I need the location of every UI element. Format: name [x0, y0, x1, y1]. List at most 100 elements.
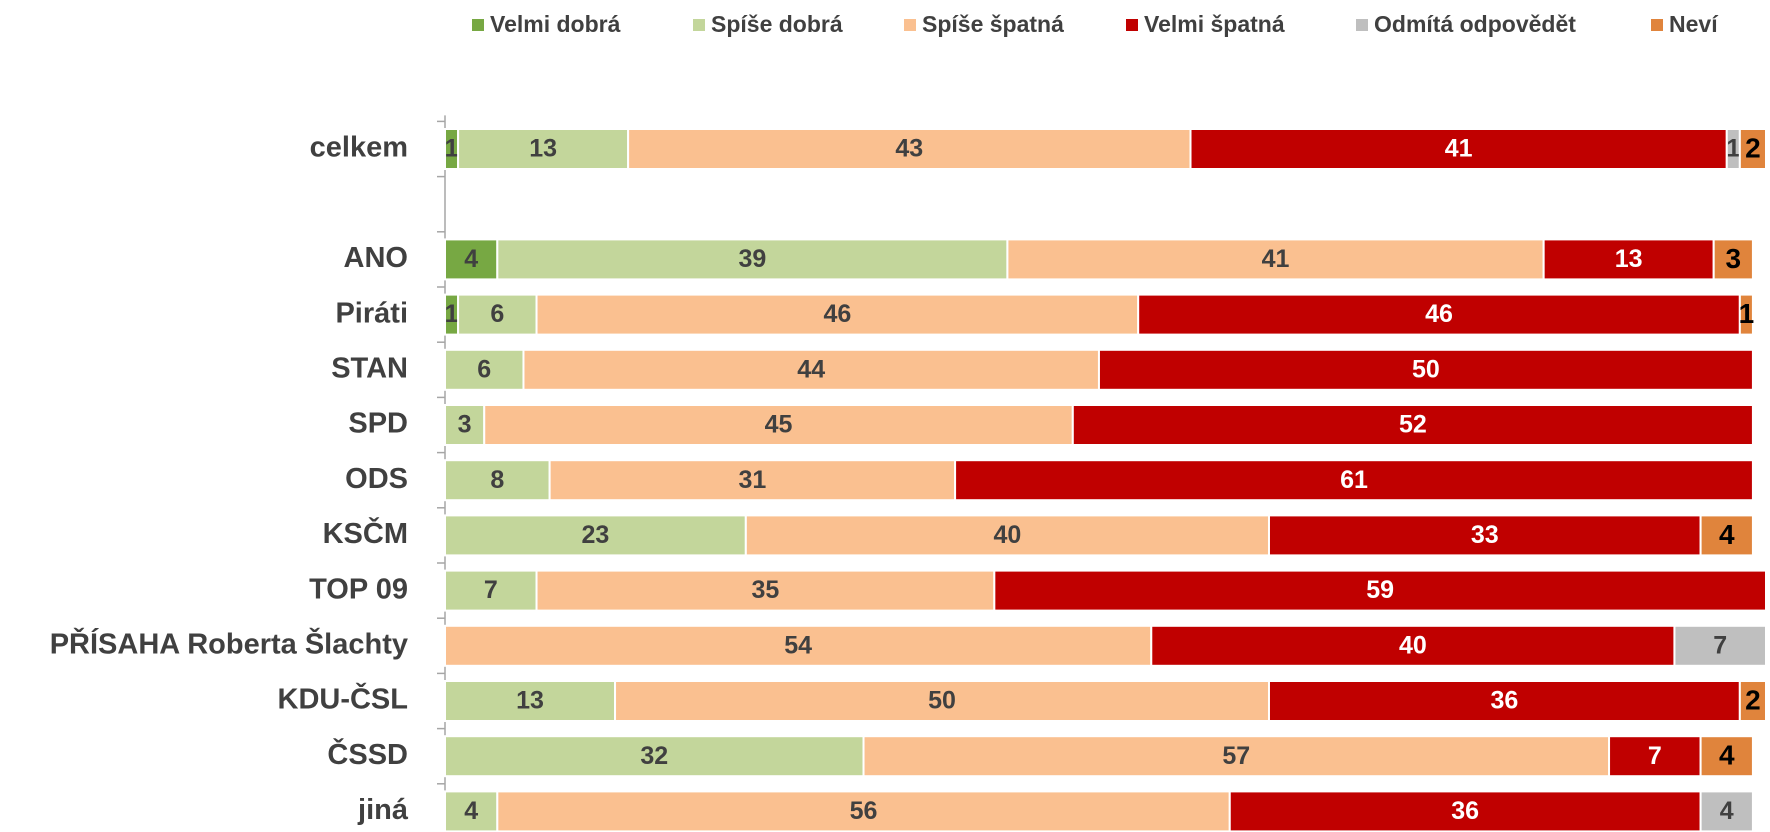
bar-segment	[993, 569, 1767, 612]
legend-swatch	[1126, 19, 1138, 31]
data-label: 57	[1222, 742, 1250, 770]
data-label: 43	[895, 135, 923, 163]
legend-label: Velmi dobrá	[490, 11, 621, 37]
data-label: 56	[850, 797, 878, 825]
data-label: 7	[1648, 742, 1662, 770]
data-label: 4	[1719, 740, 1735, 771]
bar-segment	[444, 624, 1153, 667]
data-label: 35	[752, 576, 780, 604]
bar-segment	[1738, 680, 1767, 722]
bar-segment	[444, 459, 551, 502]
data-label: 46	[823, 300, 851, 328]
bar-segment	[954, 459, 1754, 502]
category-label: jiná	[357, 794, 409, 826]
bar-segment	[1738, 128, 1767, 170]
data-label: 44	[797, 355, 825, 383]
category-label: PŘÍSAHA Roberta Šlachty	[50, 626, 408, 660]
data-label: 4	[464, 797, 478, 825]
data-label: 4	[464, 245, 478, 273]
bar-segment	[496, 238, 1009, 281]
bar-segment	[1712, 238, 1754, 281]
data-label: 31	[738, 466, 766, 494]
data-label: 50	[1412, 355, 1440, 383]
bar-segment	[444, 790, 499, 832]
legend-label: Velmi špatná	[1144, 11, 1285, 37]
bar-segment	[1542, 238, 1715, 281]
data-label: 1	[445, 300, 459, 328]
bar-segment	[444, 348, 525, 391]
data-label: 6	[490, 300, 504, 328]
category-label: SPD	[348, 408, 408, 440]
data-label: 45	[765, 411, 793, 439]
category-label: ČSSD	[327, 737, 408, 771]
category-label: ODS	[345, 463, 408, 495]
category-label: ANO	[344, 242, 408, 274]
data-label: 41	[1262, 245, 1290, 273]
legend-swatch	[693, 19, 705, 31]
legend-swatch	[1651, 19, 1663, 31]
bar-segment	[444, 680, 617, 722]
bar-segment	[1097, 348, 1754, 391]
category-label: STAN	[331, 352, 408, 384]
bar-segment	[1673, 624, 1768, 667]
legend-label: Neví	[1669, 11, 1719, 37]
bar-segment	[1699, 735, 1754, 778]
data-label: 3	[1726, 243, 1742, 274]
data-label: 13	[516, 687, 544, 715]
bar-segment	[1738, 293, 1754, 336]
data-label: 4	[1720, 797, 1734, 825]
data-label: 46	[1425, 300, 1453, 328]
bar-segment	[1189, 128, 1728, 170]
data-label: 39	[738, 245, 766, 273]
legend-label: Spíše dobrá	[711, 11, 843, 37]
category-label: KDU-ČSL	[278, 682, 409, 716]
legend-label: Spíše špatná	[922, 11, 1064, 37]
data-label: 50	[928, 687, 956, 715]
data-label: 23	[582, 521, 610, 549]
legend-label: Odmítá odpovědět	[1374, 11, 1576, 37]
legend-swatch	[472, 19, 484, 31]
data-label: 2	[1745, 132, 1761, 163]
category-label: TOP 09	[309, 573, 408, 605]
bar-segment	[1267, 680, 1741, 722]
data-label: 52	[1399, 411, 1427, 439]
category-label: Piráti	[335, 297, 408, 329]
bar-segment	[1137, 293, 1741, 336]
bar-segment	[744, 514, 1270, 557]
bar-segment	[1699, 514, 1754, 557]
data-label: 32	[640, 742, 668, 770]
data-label: 13	[1615, 245, 1643, 273]
bar-segment	[535, 293, 1140, 336]
bar-segment	[522, 348, 1100, 391]
data-label: 41	[1445, 135, 1473, 163]
legend-swatch	[1356, 19, 1368, 31]
data-label: 2	[1745, 684, 1761, 715]
bar-segment	[457, 128, 630, 170]
data-label: 4	[1719, 519, 1735, 550]
data-label: 1	[1726, 135, 1740, 163]
category-label: celkem	[310, 132, 408, 164]
bar-segment	[444, 735, 865, 778]
data-label: 1	[445, 135, 459, 163]
data-label: 1	[1739, 298, 1755, 329]
category-label: KSČM	[323, 516, 408, 550]
data-label: 40	[993, 521, 1021, 549]
bar-segment	[1071, 404, 1754, 446]
bar-segment	[444, 514, 747, 557]
bar-segment	[496, 790, 1231, 832]
bar-segment	[1150, 624, 1676, 667]
data-label: 33	[1471, 521, 1499, 549]
data-label: 13	[529, 135, 557, 163]
data-label: 8	[490, 466, 504, 494]
data-label: 7	[1713, 631, 1727, 659]
bar-segment	[1228, 790, 1702, 832]
data-label: 7	[484, 576, 498, 604]
data-label: 3	[458, 411, 472, 439]
data-label: 36	[1491, 687, 1519, 715]
data-label: 6	[477, 355, 491, 383]
bar-segment	[1699, 790, 1754, 832]
data-label: 54	[784, 631, 812, 659]
bar-segment	[483, 404, 1074, 446]
legend-swatch	[904, 19, 916, 31]
